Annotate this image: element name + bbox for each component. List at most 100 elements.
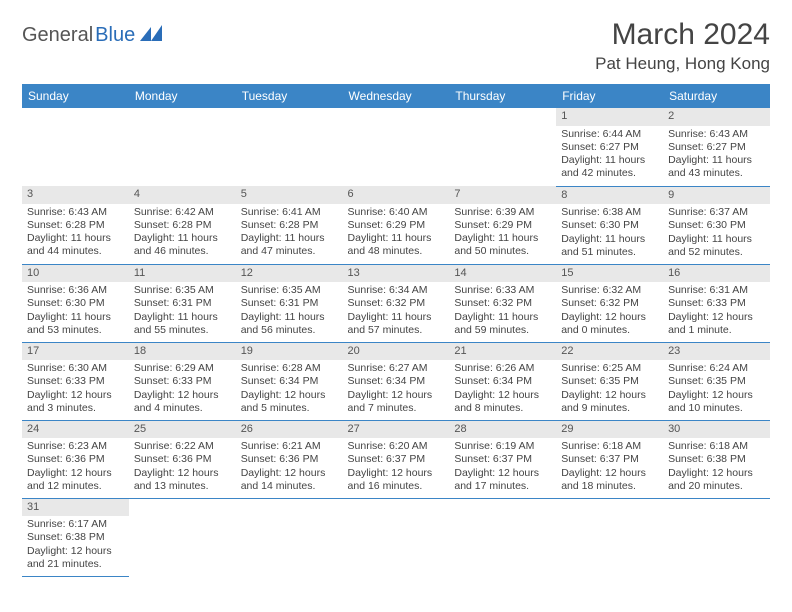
calendar-day-cell: 14Sunrise: 6:33 AMSunset: 6:32 PMDayligh… [449,264,556,342]
day-number: 30 [663,421,770,439]
day-number: 10 [22,265,129,283]
day-number: 19 [236,343,343,361]
day-details: Sunrise: 6:43 AMSunset: 6:28 PMDaylight:… [22,204,129,263]
title-block: March 2024 Pat Heung, Hong Kong [595,18,770,74]
calendar-day-cell: 5Sunrise: 6:41 AMSunset: 6:28 PMDaylight… [236,186,343,264]
day-details: Sunrise: 6:20 AMSunset: 6:37 PMDaylight:… [343,438,450,497]
day-number: 17 [22,343,129,361]
location: Pat Heung, Hong Kong [595,54,770,74]
calendar-week-row: 3Sunrise: 6:43 AMSunset: 6:28 PMDaylight… [22,186,770,264]
calendar-day-cell: 30Sunrise: 6:18 AMSunset: 6:38 PMDayligh… [663,420,770,498]
day-details: Sunrise: 6:28 AMSunset: 6:34 PMDaylight:… [236,360,343,419]
calendar-day-cell: 25Sunrise: 6:22 AMSunset: 6:36 PMDayligh… [129,420,236,498]
day-number: 20 [343,343,450,361]
day-details: Sunrise: 6:26 AMSunset: 6:34 PMDaylight:… [449,360,556,419]
calendar-empty-cell [663,498,770,576]
day-details: Sunrise: 6:30 AMSunset: 6:33 PMDaylight:… [22,360,129,419]
day-number: 22 [556,343,663,361]
calendar-week-row: 24Sunrise: 6:23 AMSunset: 6:36 PMDayligh… [22,420,770,498]
calendar-day-cell: 2Sunrise: 6:43 AMSunset: 6:27 PMDaylight… [663,108,770,186]
day-details: Sunrise: 6:43 AMSunset: 6:27 PMDaylight:… [663,126,770,185]
calendar-empty-cell [129,498,236,576]
calendar-body: 1Sunrise: 6:44 AMSunset: 6:27 PMDaylight… [22,108,770,576]
weekday-header: Friday [556,84,663,108]
weekday-header-row: SundayMondayTuesdayWednesdayThursdayFrid… [22,84,770,108]
day-number: 23 [663,343,770,361]
day-details: Sunrise: 6:38 AMSunset: 6:30 PMDaylight:… [556,204,663,263]
day-number: 8 [556,187,663,205]
day-number: 25 [129,421,236,439]
day-details: Sunrise: 6:27 AMSunset: 6:34 PMDaylight:… [343,360,450,419]
calendar-day-cell: 7Sunrise: 6:39 AMSunset: 6:29 PMDaylight… [449,186,556,264]
logo-text-1: General [22,24,93,47]
day-details: Sunrise: 6:22 AMSunset: 6:36 PMDaylight:… [129,438,236,497]
calendar-day-cell: 29Sunrise: 6:18 AMSunset: 6:37 PMDayligh… [556,420,663,498]
calendar-day-cell: 3Sunrise: 6:43 AMSunset: 6:28 PMDaylight… [22,186,129,264]
day-number: 31 [22,499,129,517]
day-number: 14 [449,265,556,283]
day-number: 18 [129,343,236,361]
day-number: 5 [236,186,343,204]
day-details: Sunrise: 6:18 AMSunset: 6:37 PMDaylight:… [556,438,663,497]
day-details: Sunrise: 6:44 AMSunset: 6:27 PMDaylight:… [556,126,663,185]
day-details: Sunrise: 6:32 AMSunset: 6:32 PMDaylight:… [556,282,663,341]
day-number: 12 [236,265,343,283]
day-details: Sunrise: 6:23 AMSunset: 6:36 PMDaylight:… [22,438,129,497]
day-details: Sunrise: 6:42 AMSunset: 6:28 PMDaylight:… [129,204,236,263]
day-details: Sunrise: 6:40 AMSunset: 6:29 PMDaylight:… [343,204,450,263]
day-details: Sunrise: 6:37 AMSunset: 6:30 PMDaylight:… [663,204,770,263]
day-details: Sunrise: 6:35 AMSunset: 6:31 PMDaylight:… [129,282,236,341]
day-details: Sunrise: 6:18 AMSunset: 6:38 PMDaylight:… [663,438,770,497]
calendar-day-cell: 18Sunrise: 6:29 AMSunset: 6:33 PMDayligh… [129,342,236,420]
calendar-empty-cell [22,108,129,186]
day-number: 6 [343,186,450,204]
day-details: Sunrise: 6:29 AMSunset: 6:33 PMDaylight:… [129,360,236,419]
day-number: 21 [449,343,556,361]
calendar-day-cell: 16Sunrise: 6:31 AMSunset: 6:33 PMDayligh… [663,264,770,342]
day-number: 29 [556,421,663,439]
day-details: Sunrise: 6:25 AMSunset: 6:35 PMDaylight:… [556,360,663,419]
calendar-day-cell: 26Sunrise: 6:21 AMSunset: 6:36 PMDayligh… [236,420,343,498]
calendar-day-cell: 21Sunrise: 6:26 AMSunset: 6:34 PMDayligh… [449,342,556,420]
calendar-day-cell: 4Sunrise: 6:42 AMSunset: 6:28 PMDaylight… [129,186,236,264]
day-details: Sunrise: 6:39 AMSunset: 6:29 PMDaylight:… [449,204,556,263]
day-number: 24 [22,421,129,439]
day-number: 1 [556,108,663,126]
calendar-day-cell: 10Sunrise: 6:36 AMSunset: 6:30 PMDayligh… [22,264,129,342]
day-number: 9 [663,187,770,205]
logo-mark-icon [140,25,162,46]
calendar-day-cell: 24Sunrise: 6:23 AMSunset: 6:36 PMDayligh… [22,420,129,498]
weekday-header: Saturday [663,84,770,108]
calendar-table: SundayMondayTuesdayWednesdayThursdayFrid… [22,84,770,577]
calendar-week-row: 10Sunrise: 6:36 AMSunset: 6:30 PMDayligh… [22,264,770,342]
day-details: Sunrise: 6:36 AMSunset: 6:30 PMDaylight:… [22,282,129,341]
day-details: Sunrise: 6:33 AMSunset: 6:32 PMDaylight:… [449,282,556,341]
weekday-header: Monday [129,84,236,108]
calendar-empty-cell [236,108,343,186]
day-number: 11 [129,265,236,283]
calendar-day-cell: 31Sunrise: 6:17 AMSunset: 6:38 PMDayligh… [22,498,129,576]
day-details: Sunrise: 6:34 AMSunset: 6:32 PMDaylight:… [343,282,450,341]
day-details: Sunrise: 6:41 AMSunset: 6:28 PMDaylight:… [236,204,343,263]
day-number: 26 [236,421,343,439]
calendar-day-cell: 6Sunrise: 6:40 AMSunset: 6:29 PMDaylight… [343,186,450,264]
weekday-header: Sunday [22,84,129,108]
calendar-empty-cell [556,498,663,576]
calendar-day-cell: 20Sunrise: 6:27 AMSunset: 6:34 PMDayligh… [343,342,450,420]
calendar-day-cell: 8Sunrise: 6:38 AMSunset: 6:30 PMDaylight… [556,186,663,264]
calendar-day-cell: 13Sunrise: 6:34 AMSunset: 6:32 PMDayligh… [343,264,450,342]
day-details: Sunrise: 6:19 AMSunset: 6:37 PMDaylight:… [449,438,556,497]
day-number: 4 [129,186,236,204]
calendar-day-cell: 23Sunrise: 6:24 AMSunset: 6:35 PMDayligh… [663,342,770,420]
header: General Blue March 2024 Pat Heung, Hong … [22,18,770,74]
calendar-day-cell: 28Sunrise: 6:19 AMSunset: 6:37 PMDayligh… [449,420,556,498]
calendar-day-cell: 11Sunrise: 6:35 AMSunset: 6:31 PMDayligh… [129,264,236,342]
calendar-empty-cell [449,498,556,576]
calendar-day-cell: 12Sunrise: 6:35 AMSunset: 6:31 PMDayligh… [236,264,343,342]
calendar-day-cell: 1Sunrise: 6:44 AMSunset: 6:27 PMDaylight… [556,108,663,186]
calendar-day-cell: 19Sunrise: 6:28 AMSunset: 6:34 PMDayligh… [236,342,343,420]
calendar-empty-cell [129,108,236,186]
calendar-day-cell: 27Sunrise: 6:20 AMSunset: 6:37 PMDayligh… [343,420,450,498]
day-number: 3 [22,186,129,204]
calendar-week-row: 17Sunrise: 6:30 AMSunset: 6:33 PMDayligh… [22,342,770,420]
